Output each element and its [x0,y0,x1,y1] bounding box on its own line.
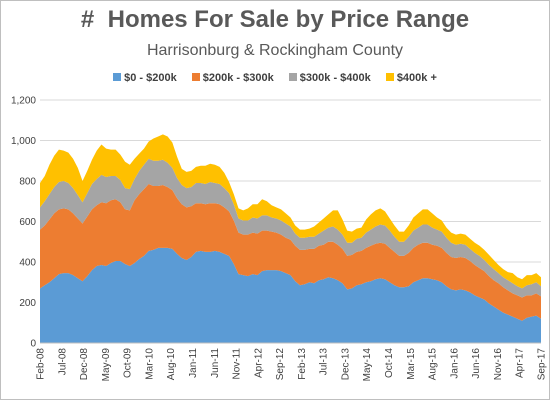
axes: 0 200 400 600 800 1,000 1,200 Feb-08 Jul-08 Dec-0… [11,96,548,382]
x-tick-label: Jan-16 [449,348,460,379]
x-tick-label: Feb-08 [36,348,47,380]
legend-label-0-200k: $0 - $200k [124,72,177,84]
x-tick-label: Nov-16 [493,348,504,381]
y-tick-label: 600 [19,217,36,228]
x-tick-label: Dec-13 [340,348,351,381]
y-tick-label: 0 [30,339,36,350]
x-tick-label: Jul-13 [319,348,330,376]
y-tick-label: 800 [19,177,36,188]
legend-item-400k-plus: $400k + [385,72,437,84]
legend-item-0-200k: $0 - $200k [113,72,177,84]
x-tick-label: May-14 [362,348,373,382]
x-tick-label: Jul-08 [57,348,68,376]
x-tick-label: Jan-11 [188,348,199,378]
legend-item-200k-300k: $200k - $300k [191,72,274,84]
chart-subtitle: Harrisonburg & Rockingham County [146,42,404,59]
legend-swatch-200k-300k [191,73,200,81]
legend-item-300k-400k: $300k - $400k [288,72,371,84]
series-area-200k-300k [40,184,541,321]
y-tick-label: 400 [19,258,36,269]
x-tick-label: Oct-09 [123,348,134,378]
series-area-300k-400k [40,158,541,298]
legend-swatch-300k-400k [288,73,297,81]
x-tick-label: Feb-13 [297,348,308,380]
x-tick-label: Sep-17 [537,348,548,381]
y-tick-label: 1,000 [11,136,36,147]
x-tick-label: May-09 [101,348,112,382]
legend-swatch-400k-plus [385,73,394,81]
x-tick-label: Apr-17 [515,348,526,378]
legend-label-200k-300k: $200k - $300k [202,72,274,84]
series-area-0-200k [40,247,541,343]
x-tick-label: Jun-16 [471,348,482,379]
x-tick-label: Dec-08 [79,348,90,381]
x-tick-label: Nov-11 [232,348,243,380]
x-tick-label: Mar-10 [144,348,155,380]
x-tick-label: Aug-15 [428,348,439,381]
x-tick-label: Apr-12 [253,348,264,378]
legend-label-400k-plus: $400k + [396,72,437,84]
y-tick-label: 200 [19,298,36,309]
y-tick-label: 1,200 [11,96,36,107]
legend-swatch-0-200k [113,73,122,81]
x-tick-label: Jun-11 [210,348,221,378]
x-tick-label: Oct-14 [384,348,395,378]
chart-title: # Homes For Sale by Price Range [80,6,470,33]
x-tick-label: Mar-15 [406,348,417,380]
x-tick-label: Sep-12 [275,348,286,381]
stacked-areas [40,134,541,343]
legend-label-300k-400k: $300k - $400k [299,72,371,84]
x-tick-label: Aug-10 [166,348,177,381]
chart-legend: $0 - $200k $200k - $300k $300k - $400k $… [0,72,550,84]
